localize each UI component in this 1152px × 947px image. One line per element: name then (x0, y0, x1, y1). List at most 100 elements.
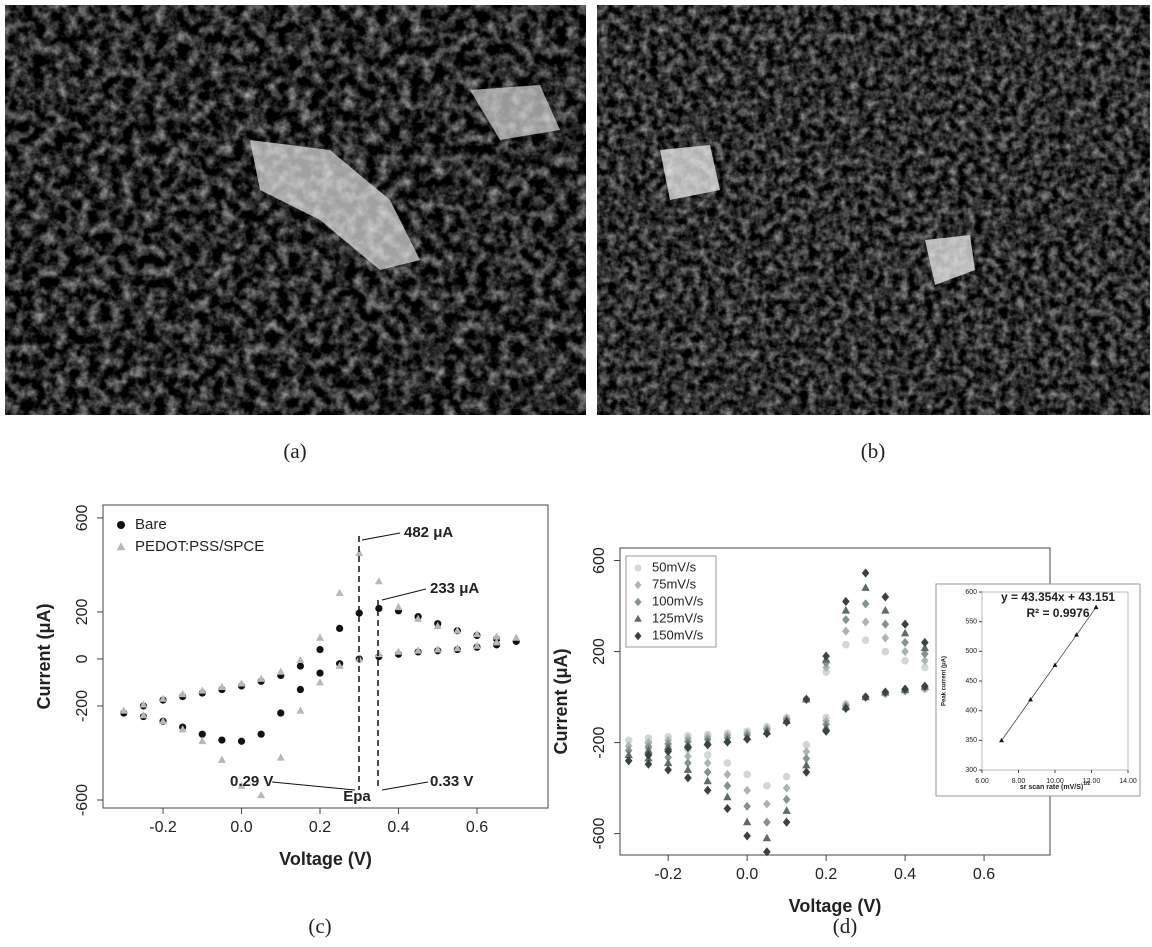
annotation: y = 43.354x + 43.151 (1001, 590, 1115, 604)
sem-image-a (5, 5, 586, 415)
data-point (296, 706, 304, 713)
legend-label: 150mV/s (652, 627, 704, 642)
data-point (704, 740, 712, 749)
annotation-arrow (382, 589, 426, 600)
y-tick-label: -600 (591, 817, 608, 849)
data-point (704, 786, 712, 795)
y-tick-label: 400 (965, 708, 977, 715)
data-point (763, 799, 771, 808)
annotation-arrow (362, 533, 400, 540)
data-point (316, 633, 324, 640)
data-point (316, 669, 323, 676)
data-point (882, 633, 890, 642)
annotation: 233 μA (430, 580, 479, 597)
data-point (763, 818, 771, 827)
y-tick-label: 600 (74, 504, 91, 531)
legend-marker (117, 521, 125, 529)
x-tick-label: -0.2 (654, 866, 682, 883)
data-point (664, 765, 672, 774)
x-tick-label: 14.00 (1119, 778, 1137, 785)
data-point (257, 791, 265, 798)
annotation: 482 μA (404, 524, 453, 541)
data-point (198, 737, 206, 744)
data-point (743, 771, 751, 779)
legend-label: 125mV/s (652, 610, 704, 625)
data-point (512, 633, 520, 640)
x-axis-label-sup: 1/2 (1083, 781, 1090, 787)
y-tick-label: 0 (74, 654, 91, 663)
x-tick-label: 0.2 (309, 819, 331, 836)
legend-label: 75mV/s (652, 576, 697, 591)
data-point (723, 793, 731, 801)
annotation: 0.29 V (230, 773, 273, 790)
data-point (822, 652, 830, 661)
data-point (277, 668, 285, 675)
data-point (862, 568, 870, 577)
data-point (704, 768, 712, 777)
annotation: R² = 0.9976 (1026, 606, 1089, 620)
data-point (375, 650, 383, 657)
caption: (a) (283, 439, 306, 463)
y-tick-label: 500 (965, 648, 977, 655)
data-point (763, 834, 771, 842)
data-point (743, 818, 751, 826)
y-tick-label: 600 (591, 547, 608, 574)
data-point (901, 657, 909, 665)
x-tick-label: 0.2 (815, 866, 837, 883)
y-axis-label: Current (μA) (34, 603, 54, 709)
data-point (861, 583, 869, 591)
y-tick-label: 450 (965, 678, 977, 685)
data-point (743, 786, 751, 795)
caption: (d) (833, 914, 858, 938)
data-point (316, 646, 323, 653)
data-point (921, 638, 929, 647)
figure: (a) (b) (c) (d) -0.20.00.20.40.6-600-200… (0, 0, 1152, 947)
annotation-arrow (272, 782, 355, 790)
x-tick-label: 0.4 (387, 819, 409, 836)
y-axis-label: Current (μA) (551, 648, 571, 754)
data-point (179, 690, 187, 697)
data-point (822, 727, 830, 736)
data-point (783, 784, 791, 793)
data-point (724, 770, 732, 779)
data-point (664, 758, 672, 766)
data-point (783, 773, 791, 781)
data-point (901, 629, 909, 637)
data-point (803, 768, 811, 777)
data-point (296, 656, 304, 663)
y-axis-label: Peak current (μA) (942, 656, 948, 706)
data-point (218, 756, 226, 763)
data-point (257, 675, 265, 682)
data-point (336, 589, 344, 596)
data-point (258, 731, 265, 738)
sem-image-b (597, 5, 1150, 415)
data-point (238, 679, 246, 686)
x-tick-label: 0.4 (894, 866, 916, 883)
data-point (297, 686, 304, 693)
data-point (743, 802, 751, 811)
y-tick-label: 300 (965, 767, 977, 774)
data-point (724, 759, 732, 767)
y-tick-label: 200 (591, 638, 608, 665)
data-point (238, 738, 245, 745)
data-point (862, 599, 870, 608)
data-point (842, 641, 850, 649)
data-point (882, 592, 890, 601)
x-tick-label: 6.00 (975, 778, 989, 785)
data-point (724, 781, 732, 790)
x-tick-label: -0.2 (149, 819, 177, 836)
x-tick-label: 0.0 (230, 819, 252, 836)
caption: (c) (308, 914, 331, 938)
y-tick-label: -600 (74, 784, 91, 816)
data-point (375, 577, 383, 584)
data-point (842, 615, 850, 624)
data-point (842, 606, 850, 614)
data-point (724, 804, 732, 813)
data-point (901, 620, 909, 629)
data-point (842, 597, 850, 606)
x-axis-label: Voltage (V) (789, 896, 882, 916)
data-point (901, 638, 909, 647)
annotation: 0.33 V (430, 773, 473, 790)
data-point (395, 603, 403, 610)
data-point (782, 806, 790, 814)
